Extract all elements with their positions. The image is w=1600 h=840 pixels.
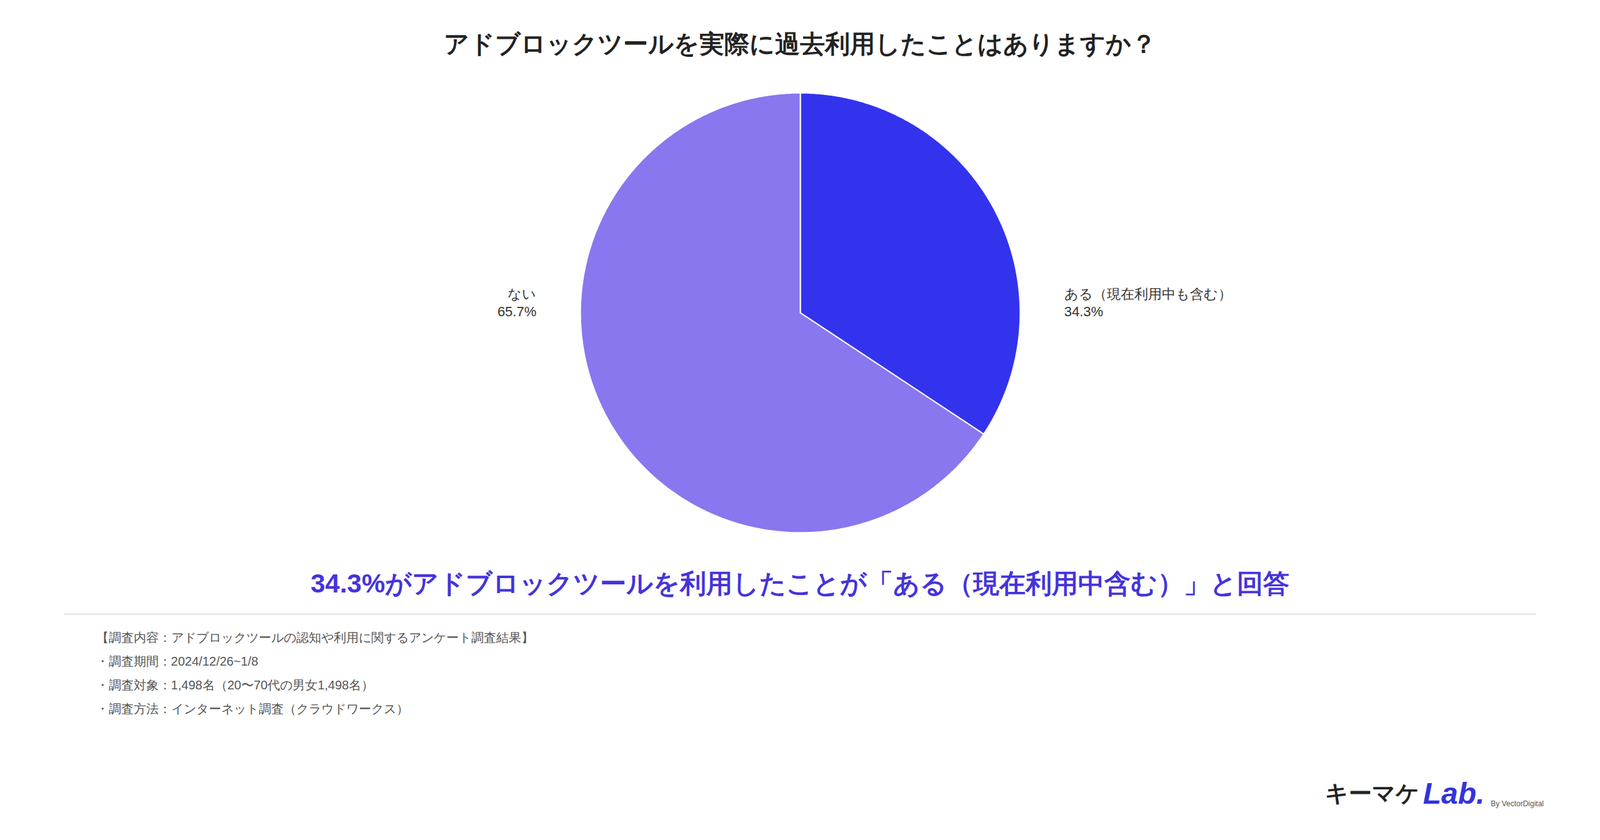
html-text:By VectorDigital: By VectorDigital <box>1490 799 1544 809</box>
html-text:・調査対象：1,498名（20〜70代の男女1,498名）: ・調査対象：1,498名（20〜70代の男女1,498名） <box>96 678 374 692</box>
svg-text:ある（現在利用中も含む）34.3%: ある（現在利用中も含む）34.3% <box>1064 286 1232 320</box>
html-text:【調査内容：アドブロックツールの認知や利用に関するアンケート: 【調査内容：アドブロックツールの認知や利用に関するアンケート調査結果】 <box>96 630 534 645</box>
html-text:・調査期間：2024/12/26~1/8: ・調査期間：2024/12/26~1/8 <box>96 654 259 669</box>
html-text:キーマケLab.: キーマケLab. <box>1324 776 1485 810</box>
html-text:34.3%がアドブロックツールを利用したことが「ある（現在利: 34.3%がアドブロックツールを利用したことが「ある（現在利用中含む）」と回答 <box>310 568 1290 599</box>
svg-text:ない65.7%: ない65.7% <box>497 286 537 320</box>
html-text:・調査方法：インターネット調査（クラウドワークス）: ・調査方法：インターネット調査（クラウドワークス） <box>96 701 409 716</box>
html-text:アドブロックツールを実際に過去利用したことはありますか？: アドブロックツールを実際に過去利用したことはありますか？ <box>443 30 1157 58</box>
